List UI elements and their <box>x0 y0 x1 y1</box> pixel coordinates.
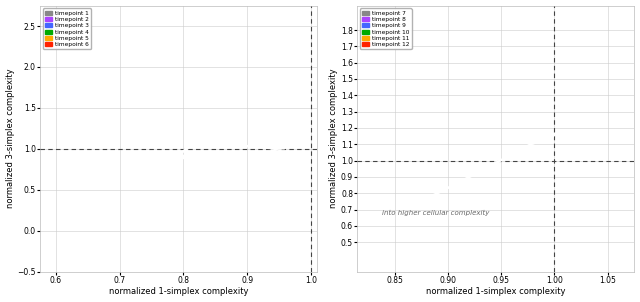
Legend: timepoint 7, timepoint 8, timepoint 9, timepoint 10, timepoint 11, timepoint 12: timepoint 7, timepoint 8, timepoint 9, t… <box>360 8 412 50</box>
X-axis label: normalized 1-simplex complexity: normalized 1-simplex complexity <box>109 288 248 297</box>
X-axis label: normalized 1-simplex complexity: normalized 1-simplex complexity <box>426 288 566 297</box>
Text: into higher cellular complexity: into higher cellular complexity <box>381 210 489 216</box>
Legend: timepoint 1, timepoint 2, timepoint 3, timepoint 4, timepoint 5, timepoint 6: timepoint 1, timepoint 2, timepoint 3, t… <box>43 8 91 50</box>
Y-axis label: normalized 3-simplex complexity: normalized 3-simplex complexity <box>6 69 15 208</box>
Y-axis label: normalized 3-simplex complexity: normalized 3-simplex complexity <box>329 69 338 208</box>
